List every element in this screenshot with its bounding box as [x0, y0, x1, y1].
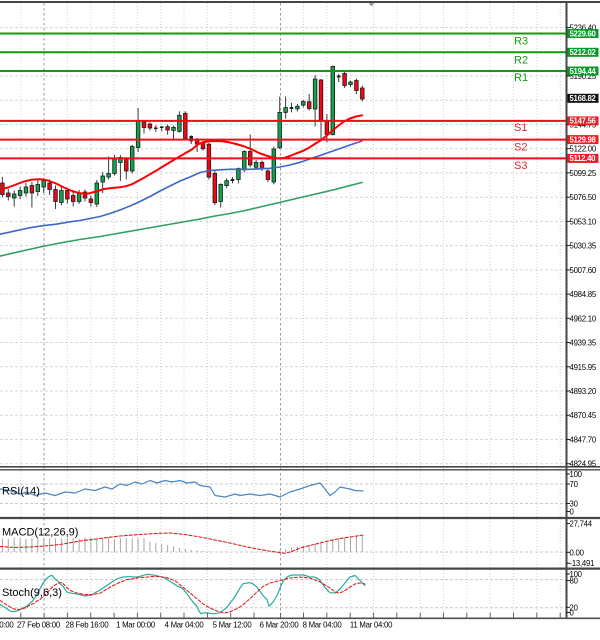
svg-text:5236.40: 5236.40: [570, 24, 597, 33]
svg-text:5129.98: 5129.98: [570, 135, 597, 144]
svg-text:5147.56: 5147.56: [570, 117, 597, 126]
svg-text:RSI(14): RSI(14): [2, 486, 40, 498]
svg-text:Stoch(9,6,3): Stoch(9,6,3): [2, 587, 62, 599]
svg-text:5053.10: 5053.10: [570, 217, 597, 226]
svg-text:R3: R3: [514, 36, 528, 48]
svg-text:4870.45: 4870.45: [570, 411, 597, 420]
svg-text:27,744: 27,744: [570, 520, 593, 529]
svg-text:5168.82: 5168.82: [570, 94, 597, 103]
svg-text:20: 20: [570, 603, 579, 612]
svg-text:4984.85: 4984.85: [570, 290, 597, 299]
svg-text:5 Mar 12:00: 5 Mar 12:00: [213, 621, 253, 630]
svg-text:5030.35: 5030.35: [570, 242, 597, 251]
svg-text:5212.02: 5212.02: [570, 48, 597, 57]
svg-text:-13,491: -13,491: [570, 559, 595, 568]
svg-text:100: 100: [570, 570, 583, 579]
svg-text:4824.95: 4824.95: [570, 460, 597, 469]
svg-text:4962.10: 4962.10: [570, 314, 597, 323]
svg-text:4893.20: 4893.20: [570, 387, 597, 396]
svg-text:MACD(12,26,9): MACD(12,26,9): [2, 527, 78, 539]
svg-text:S3: S3: [514, 160, 527, 172]
svg-text:11 Mar 04:00: 11 Mar 04:00: [350, 621, 393, 630]
svg-text:4847.70: 4847.70: [570, 436, 597, 445]
svg-text:26 Feb 00:00: 26 Feb 00:00: [0, 621, 14, 630]
svg-text:100: 100: [570, 470, 583, 479]
svg-text:70: 70: [570, 480, 579, 489]
svg-text:1 Mar 00:00: 1 Mar 00:00: [116, 621, 156, 630]
svg-text:4915.95: 4915.95: [570, 363, 597, 372]
svg-text:5076.50: 5076.50: [570, 193, 597, 202]
svg-text:R1: R1: [514, 72, 528, 84]
svg-text:R2: R2: [514, 54, 528, 66]
svg-text:30: 30: [570, 500, 579, 509]
svg-text:5099.25: 5099.25: [570, 169, 597, 178]
svg-text:5112.40: 5112.40: [570, 154, 597, 163]
svg-text:5122.00: 5122.00: [570, 145, 597, 154]
svg-text:5194.44: 5194.44: [570, 67, 597, 76]
svg-text:4939.35: 4939.35: [570, 339, 597, 348]
svg-text:4 Mar 04:00: 4 Mar 04:00: [165, 621, 205, 630]
svg-text:5190.25: 5190.25: [570, 72, 597, 81]
svg-text:S2: S2: [514, 142, 527, 154]
svg-text:S1: S1: [514, 122, 527, 134]
svg-text:0: 0: [570, 508, 575, 517]
svg-text:0: 0: [570, 609, 575, 618]
svg-text:5229.60: 5229.60: [570, 29, 597, 38]
svg-text:80: 80: [570, 577, 579, 586]
svg-text:0.00: 0.00: [570, 548, 585, 557]
svg-text:27 Feb 08:00: 27 Feb 08:00: [17, 621, 61, 630]
svg-text:6 Mar 20:00: 6 Mar 20:00: [260, 621, 300, 630]
svg-text:5007.60: 5007.60: [570, 266, 597, 275]
svg-text:8 Mar 04:00: 8 Mar 04:00: [303, 621, 343, 630]
svg-text:28 Feb 16:00: 28 Feb 16:00: [66, 621, 110, 630]
